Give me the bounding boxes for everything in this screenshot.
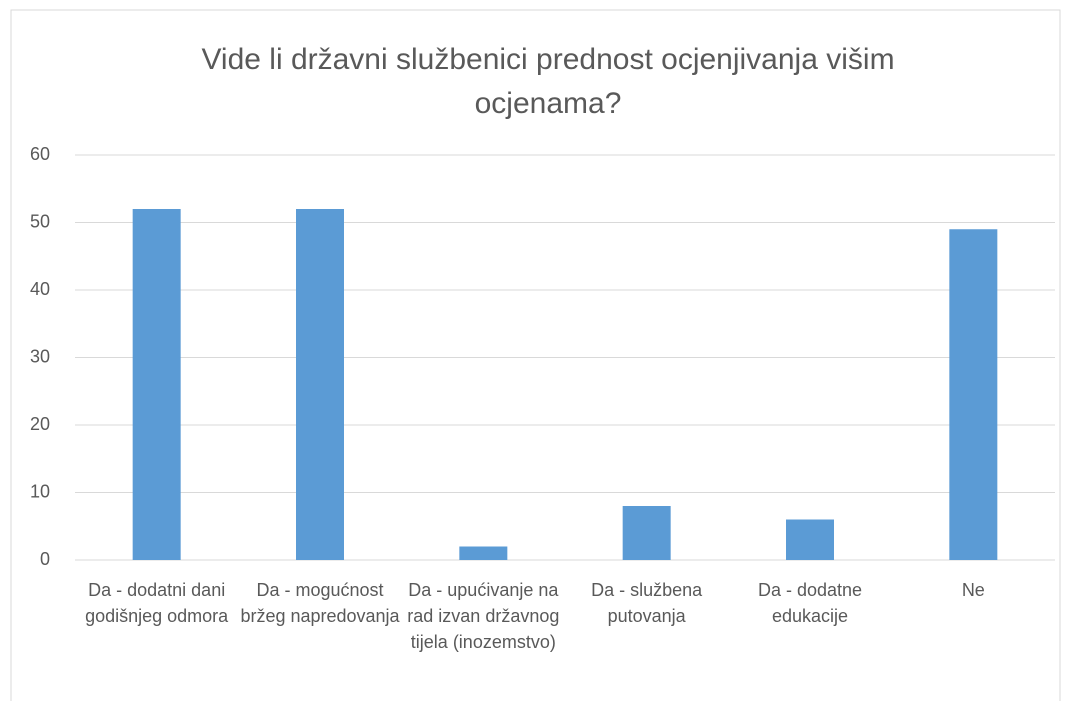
bar [622,506,671,560]
bar [296,209,344,560]
x-tick-label: Ne [961,580,985,600]
y-tick-label: 40 [30,279,50,299]
x-tick-label: Da - dodatni dani godišnjeg odmora [85,580,229,626]
x-tick-label: Da - mogućnost bržeg napredovanja [240,580,400,626]
bar [786,519,834,560]
y-tick-label: 10 [30,481,50,501]
y-tick-label: 60 [30,144,50,164]
x-tick-label: Da - dodatne edukacije [757,580,863,626]
bar [132,209,181,560]
chart-border [10,9,1061,701]
x-tick-label: Da - službena putovanja [591,580,703,626]
y-tick-label: 50 [30,211,50,231]
y-tick-label: 20 [30,414,50,434]
y-tick-label: 30 [30,346,50,366]
bar [949,229,998,560]
bar [459,546,508,560]
x-tick-label: Da - upućivanje na rad izvan državnog ti… [407,580,560,652]
chart-title: Vide li državni službenici prednost ocje… [201,43,895,120]
y-tick-label: 0 [40,549,50,569]
